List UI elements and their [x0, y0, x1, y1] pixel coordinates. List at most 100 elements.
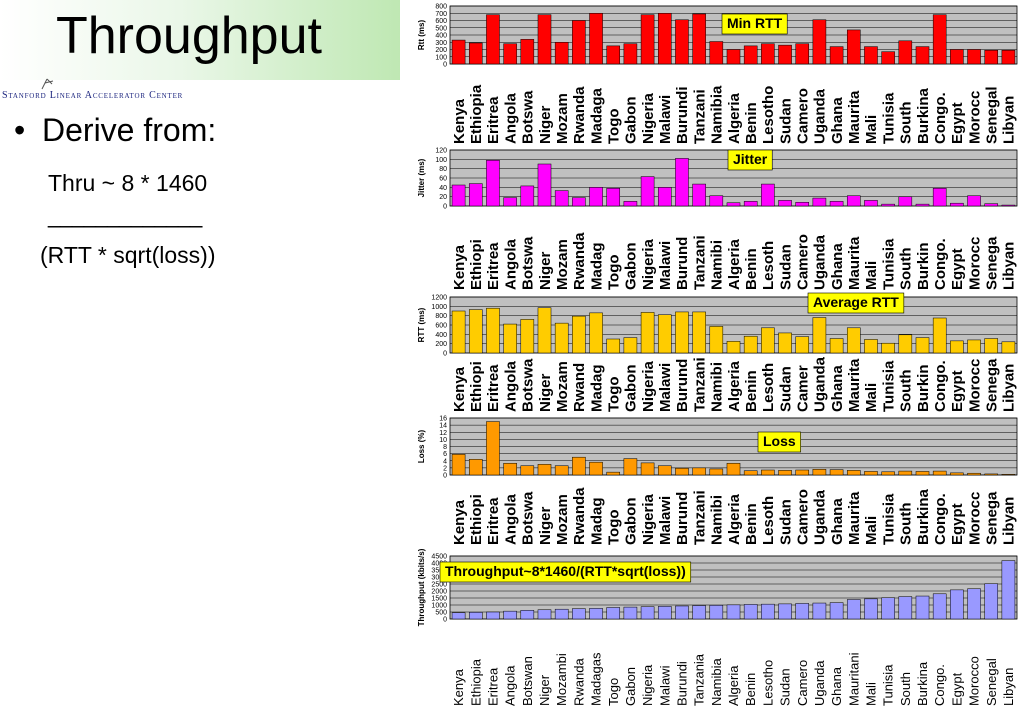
x-tick-label: Rwand — [571, 363, 588, 412]
x-tick-label: Morocc — [966, 359, 983, 412]
bar — [554, 190, 569, 207]
bar — [812, 19, 827, 65]
bar — [950, 49, 964, 65]
formula-denominator: (RTT * sqrt(loss)) — [40, 242, 216, 268]
x-tick-label: Madag — [588, 497, 605, 545]
x-tick-label: Congo. — [932, 238, 949, 290]
x-tick-label: Uganda — [812, 356, 829, 412]
x-tick-label: Algeria — [726, 360, 743, 412]
bar — [554, 42, 569, 65]
y-tick-label: 700 — [435, 11, 447, 18]
bar — [709, 195, 724, 207]
x-tick-label: Morocco — [967, 656, 982, 706]
x-tick-label: Malawi — [657, 241, 674, 290]
bar — [761, 43, 775, 65]
bar — [967, 195, 981, 207]
x-tick-label: Sudan — [777, 98, 794, 144]
bar — [572, 608, 586, 620]
x-tick-label: Ghana — [829, 498, 846, 545]
chart-1: 0 20 40 60 80 100 120 Jitter (ms) Kenya Ethiopi Er… — [417, 148, 1018, 291]
x-tick-label: Tunisia — [881, 664, 896, 706]
bar — [1001, 341, 1016, 354]
page-title: Throughput — [56, 7, 322, 65]
y-axis-label: Rtt (ms) — [417, 20, 426, 51]
bar — [503, 43, 517, 65]
bar — [829, 469, 844, 476]
bar — [898, 40, 913, 65]
bar — [898, 470, 913, 476]
x-tick-label: Lesoth — [760, 363, 777, 412]
bar — [932, 317, 947, 354]
x-tick-label: Angola — [502, 93, 519, 144]
bar — [692, 311, 706, 354]
bar — [537, 163, 552, 207]
x-tick-label: Sudan — [778, 668, 793, 706]
bar — [640, 462, 655, 476]
y-tick-label: 500 — [435, 25, 447, 32]
x-tick-label: Gabon — [623, 365, 640, 413]
chart-title: Jitter — [733, 151, 768, 167]
y-tick-label: 600 — [435, 323, 447, 330]
bar — [864, 598, 878, 620]
y-axis-label: Throughput (kbits/s) — [417, 548, 426, 626]
bar — [572, 315, 586, 354]
bar — [537, 307, 552, 354]
x-tick-label: Namibi — [709, 240, 726, 290]
bar — [640, 606, 655, 620]
x-tick-label: Madaga — [588, 87, 605, 144]
x-tick-label: Senega — [983, 358, 1000, 412]
y-tick-label: 100 — [435, 157, 447, 164]
x-tick-label: Niger — [537, 251, 554, 290]
x-tick-label: Angola — [502, 361, 519, 412]
x-tick-label: Namibi — [709, 362, 726, 412]
bar — [623, 43, 638, 65]
bar — [572, 456, 586, 476]
x-tick-label: Burundi — [674, 87, 691, 145]
bar — [726, 604, 741, 620]
y-tick-label: 0 — [443, 62, 447, 69]
bar — [520, 185, 535, 207]
x-tick-label: Uganda — [812, 660, 827, 706]
y-tick-label: 200 — [435, 341, 447, 348]
y-tick-label: 0 — [443, 351, 447, 358]
bar — [623, 606, 638, 620]
x-tick-label: Gabon — [623, 97, 640, 145]
x-tick-label: Mozam — [554, 239, 571, 290]
x-tick-label: Burkin — [915, 242, 932, 290]
bar — [623, 458, 638, 476]
bar — [932, 14, 947, 65]
x-tick-label: Senega — [983, 236, 1000, 290]
x-tick-label: Botswan — [520, 656, 535, 706]
bar — [761, 603, 775, 620]
bar — [898, 196, 913, 207]
formula-divider: _____________ — [48, 202, 202, 228]
x-tick-label: Burkina — [915, 488, 932, 545]
y-tick-label: 12 — [439, 430, 447, 437]
x-tick-label: Maurita — [846, 358, 863, 412]
x-tick-label: Eritrea — [485, 242, 502, 290]
bar — [468, 309, 483, 354]
x-tick-label: Ghana — [829, 666, 844, 706]
chart-title-box — [727, 149, 773, 171]
bar — [692, 183, 706, 207]
x-tick-label: Nigeria — [640, 360, 657, 412]
x-tick-label: Nigeria — [640, 664, 655, 706]
bar — [950, 202, 964, 207]
bar — [692, 605, 706, 620]
x-tick-label: Benin — [743, 102, 760, 144]
x-tick-label: Angola — [502, 239, 519, 290]
bar — [589, 608, 603, 620]
bar — [451, 310, 466, 354]
y-tick-label: 300 — [435, 40, 447, 47]
bar — [761, 183, 775, 207]
x-tick-label: Burundi — [675, 661, 690, 706]
bar — [486, 421, 500, 476]
x-tick-label: Egypt — [949, 503, 966, 545]
x-tick-label: Mozam — [554, 93, 571, 144]
x-tick-label: Maurita — [846, 236, 863, 290]
bar — [606, 471, 621, 476]
y-tick-label: 0 — [443, 204, 447, 211]
bar — [503, 323, 517, 354]
chart-title: Loss — [763, 433, 796, 449]
y-tick-label: 800 — [435, 4, 447, 11]
